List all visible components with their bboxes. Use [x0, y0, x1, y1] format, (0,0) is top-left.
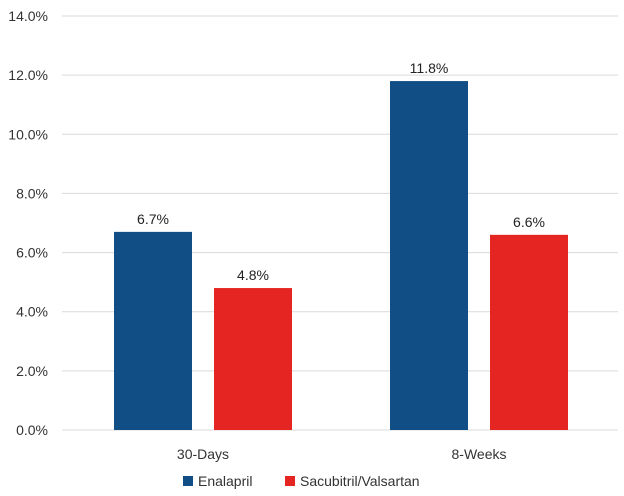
y-tick-label: 4.0%	[16, 304, 48, 320]
legend-label: Sacubitril/Valsartan	[300, 473, 420, 489]
legend-swatch	[183, 476, 193, 486]
data-labels: 6.7% 4.8% 11.8% 6.6%	[137, 60, 545, 283]
y-tick-label: 14.0%	[8, 8, 48, 24]
x-axis-category-labels: 30-Days 8-Weeks	[177, 446, 507, 462]
category-label: 30-Days	[177, 446, 229, 462]
bars	[114, 81, 568, 431]
data-label: 6.6%	[513, 214, 545, 230]
y-tick-label: 10.0%	[8, 126, 48, 142]
bar	[490, 234, 568, 430]
y-tick-label: 8.0%	[16, 185, 48, 201]
bar	[114, 231, 192, 430]
bar	[214, 288, 292, 430]
legend-label: Enalapril	[198, 473, 252, 489]
y-axis-tick-labels: 0.0% 2.0% 4.0% 6.0% 8.0% 10.0% 12.0% 14.0%	[8, 8, 48, 438]
y-tick-label: 2.0%	[16, 363, 48, 379]
category-label: 8-Weeks	[452, 446, 507, 462]
y-tick-label: 0.0%	[16, 422, 48, 438]
y-tick-label: 12.0%	[8, 67, 48, 83]
data-label: 6.7%	[137, 211, 169, 227]
bar	[390, 81, 468, 431]
legend-swatch	[285, 476, 295, 486]
data-label: 4.8%	[237, 267, 269, 283]
legend: Enalapril Sacubitril/Valsartan	[183, 473, 420, 489]
data-label: 11.8%	[410, 60, 449, 76]
y-tick-label: 6.0%	[16, 245, 48, 261]
